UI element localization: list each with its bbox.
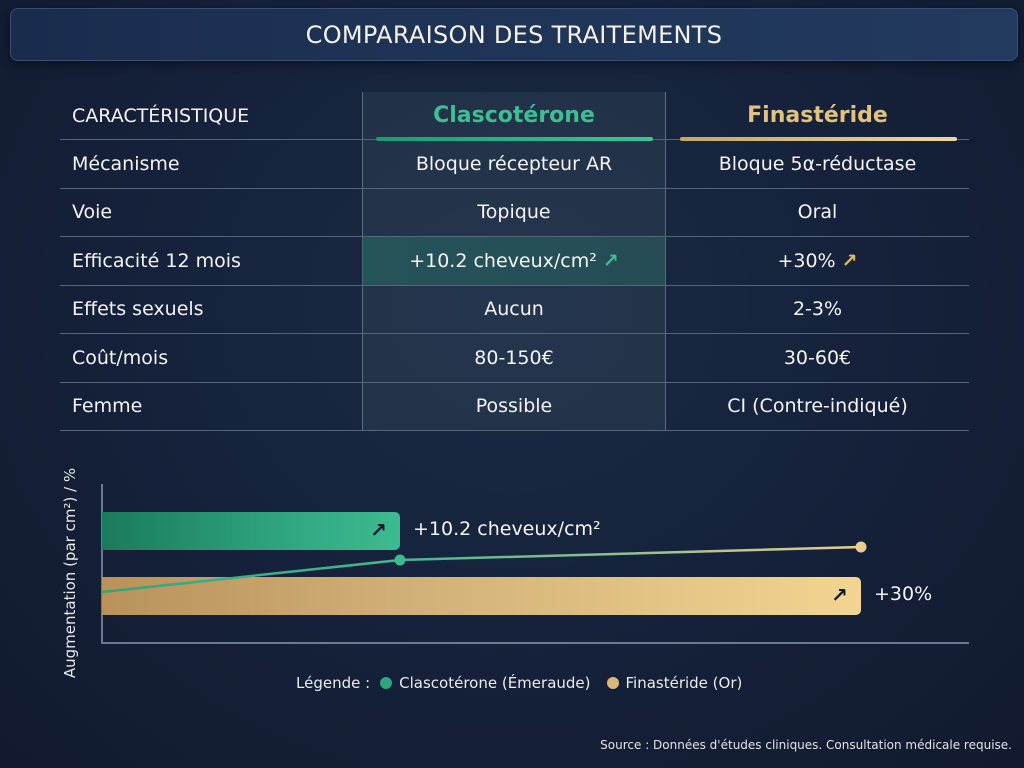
finasteride-value: Bloque 5α-réductase (718, 152, 917, 175)
clascoterone-underline (376, 137, 653, 141)
table-header-row: CARACTÉRISTIQUE Clascotérone Finastéride (60, 92, 969, 141)
clascoterone-value: 80-150€ (474, 346, 554, 369)
finasteride-value: CI (Contre-indiqué) (727, 395, 908, 418)
clascoterone-value: Topique (477, 201, 551, 224)
clascoterone-value: Aucun (484, 298, 544, 321)
trend-up-arrow-icon: ↗ (370, 518, 387, 542)
clascoterone-value: Bloque récepteur AR (415, 152, 613, 175)
legend-item-clascoterone: Clascotérone (Émeraude) (399, 674, 591, 692)
clascoterone-value: +10.2 cheveux/cm² ↗ (362, 250, 666, 272)
comparison-table: CARACTÉRISTIQUE Clascotérone Finastéride… (60, 92, 969, 431)
table-row: Femme Possible CI (Contre-indiqué) (60, 383, 969, 431)
finasteride-value: Oral (797, 201, 838, 224)
row-label: Voie (72, 201, 113, 224)
row-label: Coût/mois (72, 346, 169, 369)
y-axis (101, 484, 103, 644)
finasteride-value: 30-60€ (783, 346, 852, 369)
finasteride-value: +30% ↗ (666, 250, 969, 272)
row-label: Efficacité 12 mois (72, 249, 241, 272)
row-label: Effets sexuels (72, 298, 204, 321)
legend-prefix: Légende : (296, 674, 371, 692)
column-header-characteristic: CARACTÉRISTIQUE (72, 104, 250, 127)
column-header-clascoterone: Clascotérone (433, 103, 595, 128)
legend-dot-clascoterone-icon (380, 677, 393, 689)
data-point-finasteride (855, 541, 867, 553)
clascoterone-efficacy-text: +10.2 cheveux/cm² (409, 249, 597, 272)
bar-label-clascoterone: +10.2 cheveux/cm² (413, 518, 601, 540)
legend-item-finasteride: Finastéride (Or) (625, 674, 743, 692)
bar-label-finasteride: +30% (874, 583, 933, 605)
bar-finasteride (102, 577, 861, 615)
data-point-clascoterone (394, 554, 406, 566)
table-row: Voie Topique Oral (60, 189, 969, 237)
table-row: Mécanisme Bloque récepteur AR Bloque 5α-… (60, 140, 969, 189)
table-row: Effets sexuels Aucun 2-3% (60, 286, 969, 334)
page-title: COMPARAISON DES TRAITEMENTS (305, 20, 723, 49)
finasteride-underline (680, 137, 957, 141)
clascoterone-value: Possible (475, 395, 553, 418)
row-label: Mécanisme (72, 152, 180, 175)
x-axis (101, 642, 969, 644)
table-row: Coût/mois 80-150€ 30-60€ (60, 334, 969, 383)
column-header-finasteride: Finastéride (747, 103, 888, 128)
table-row: Efficacité 12 mois +10.2 cheveux/cm² ↗ +… (60, 237, 969, 286)
bar-clascoterone (102, 512, 400, 550)
efficacy-cell-highlight (362, 237, 666, 285)
finasteride-value: 2-3% (792, 298, 843, 321)
chart-legend: Légende : Clascotérone (Émeraude) Finast… (296, 674, 742, 692)
source-note: Source : Données d'études cliniques. Con… (600, 738, 1012, 752)
legend-dot-finasteride-icon (606, 677, 619, 689)
trend-up-arrow-icon: ↗ (841, 249, 858, 272)
title-bar: COMPARAISON DES TRAITEMENTS (10, 8, 1018, 61)
trend-up-arrow-icon: ↗ (602, 249, 619, 272)
finasteride-efficacy-text: +30% (777, 249, 836, 272)
trend-up-arrow-icon: ↗ (831, 583, 848, 607)
row-label: Femme (72, 395, 143, 418)
